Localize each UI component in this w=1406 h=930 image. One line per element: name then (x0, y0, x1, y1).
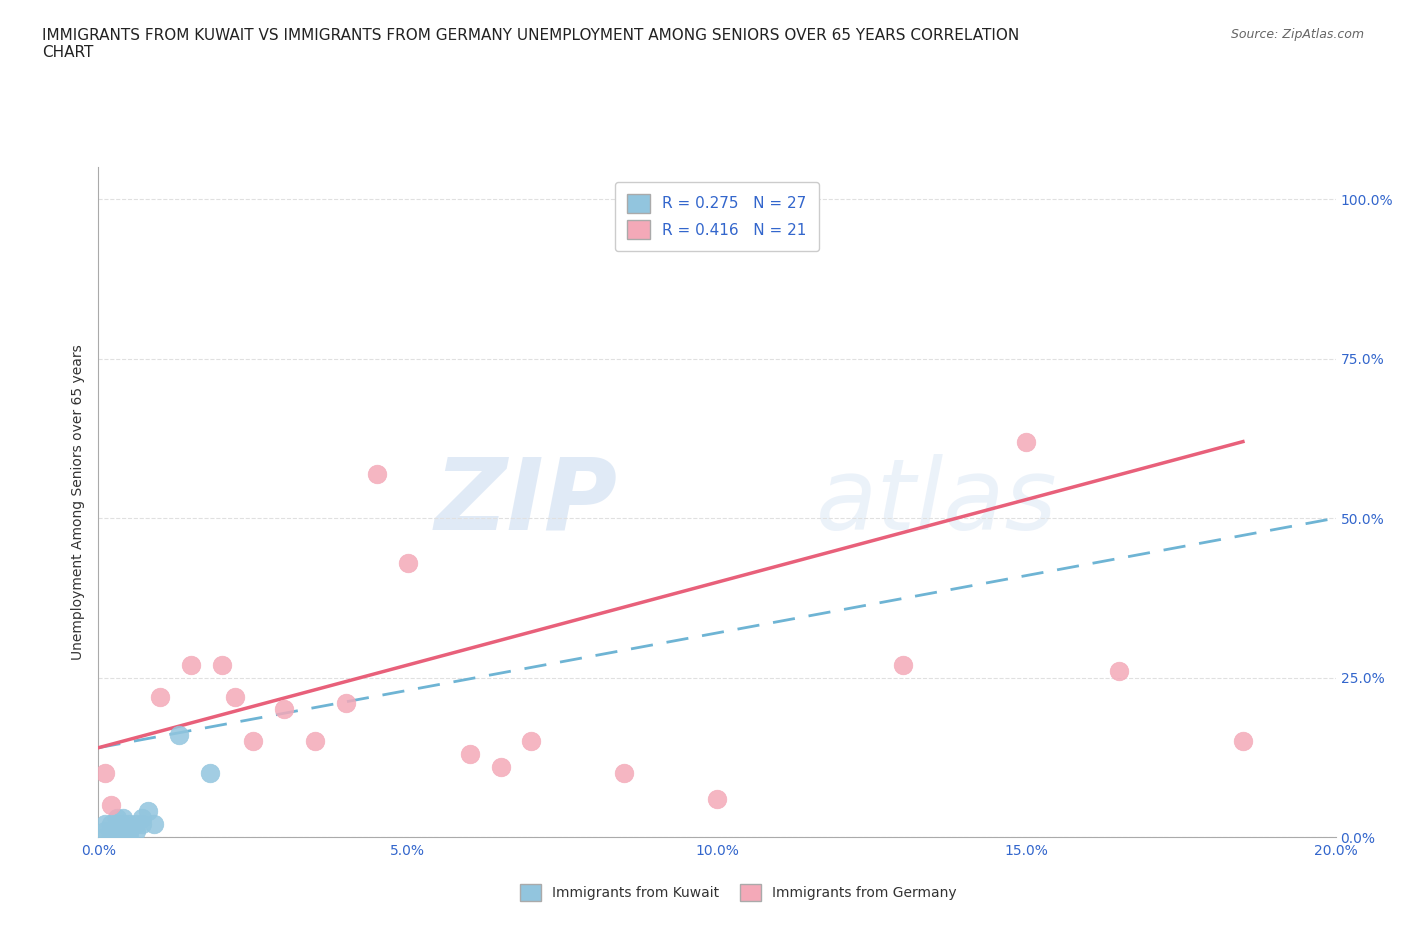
Point (489, 760, 512, 775)
Point (112, 830, 135, 844)
Text: Source: ZipAtlas.com: Source: ZipAtlas.com (1230, 28, 1364, 41)
Point (93, 765, 115, 780)
Point (105, 823, 128, 838)
Point (1015, 434, 1038, 449)
Text: ZIP: ZIP (434, 454, 619, 551)
Point (273, 702, 295, 717)
Point (131, 817, 153, 831)
Point (366, 466, 388, 481)
Y-axis label: Unemployment Among Seniors over 65 years: Unemployment Among Seniors over 65 years (70, 344, 84, 660)
Point (613, 765, 636, 780)
Point (149, 689, 172, 704)
Point (100, 830, 122, 844)
Legend: Immigrants from Kuwait, Immigrants from Germany: Immigrants from Kuwait, Immigrants from … (515, 879, 962, 907)
Point (124, 817, 146, 831)
Point (131, 810, 153, 825)
Point (112, 823, 135, 838)
Point (118, 817, 141, 831)
Point (136, 804, 159, 819)
Point (100, 817, 122, 831)
Point (100, 798, 122, 813)
Text: IMMIGRANTS FROM KUWAIT VS IMMIGRANTS FROM GERMANY UNEMPLOYMENT AMONG SENIORS OVE: IMMIGRANTS FROM KUWAIT VS IMMIGRANTS FRO… (42, 28, 1019, 60)
Point (105, 817, 128, 831)
Point (93, 823, 115, 838)
Point (304, 734, 326, 749)
Point (891, 658, 914, 672)
Point (211, 658, 233, 672)
Point (242, 734, 264, 749)
Point (143, 817, 166, 831)
Point (93, 817, 115, 831)
Point (93, 830, 115, 844)
Legend: R = 0.275   N = 27, R = 0.416   N = 21: R = 0.275 N = 27, R = 0.416 N = 21 (614, 181, 820, 251)
Point (112, 817, 135, 831)
Text: atlas: atlas (815, 454, 1057, 551)
Point (105, 823, 128, 838)
Point (458, 747, 481, 762)
Point (180, 658, 202, 672)
Point (520, 734, 543, 749)
Point (224, 689, 246, 704)
Point (1232, 734, 1254, 749)
Point (118, 830, 141, 844)
Point (396, 555, 419, 570)
Point (118, 823, 141, 838)
Point (100, 823, 122, 838)
Point (112, 810, 135, 825)
Point (1108, 664, 1130, 679)
Point (335, 696, 357, 711)
Point (167, 727, 190, 742)
Point (105, 810, 128, 825)
Point (706, 791, 728, 806)
Point (124, 823, 146, 838)
Point (105, 830, 128, 844)
Point (198, 765, 221, 780)
Point (100, 823, 122, 838)
